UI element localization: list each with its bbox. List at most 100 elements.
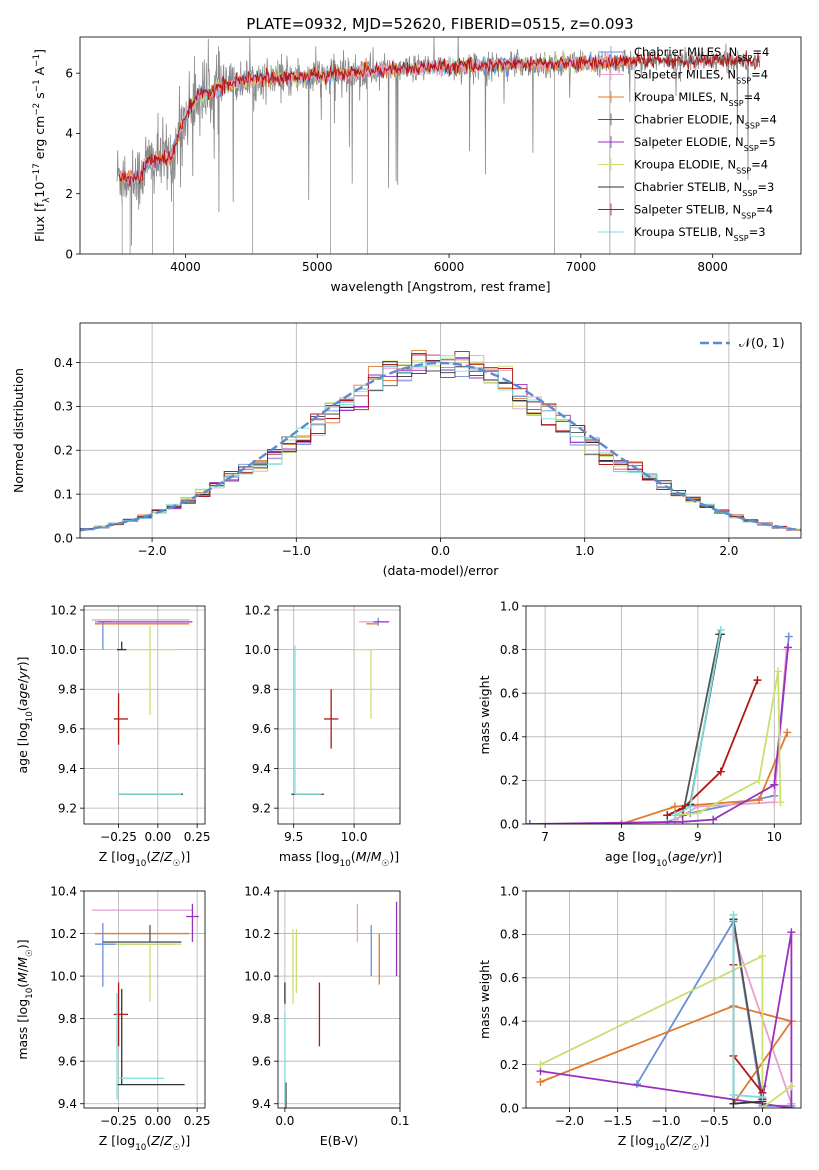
label-part: M (371, 849, 382, 864)
label-part: ☉ (173, 859, 181, 869)
label-part: Chabrier MILES, N (634, 45, 737, 59)
label-part: ( (146, 1133, 151, 1148)
spectrum-xtick-label: 4000 (170, 260, 201, 274)
label-part: Salpeter MILES, N (634, 68, 736, 82)
weight-marker-salp_elodie (787, 1104, 796, 1108)
label-part: 10 (25, 988, 35, 999)
residuals-axes: −2.0 −1.0 0.0 1.0 2.0 0.0 0.1 0.2 0.3 0.4 (data-mo… (11, 322, 802, 578)
weight-line-salp_stelib (666, 679, 759, 817)
weight_vs_z-xtick-label: 0.0 (753, 1114, 772, 1128)
label-part: M (15, 957, 30, 968)
age_vs_mass-xtick-label: 10.0 (341, 830, 368, 844)
legend-normal-label: 𝒩(0, 1) (739, 335, 785, 350)
label-part: −2 (32, 103, 42, 116)
weight_vs_z-xlabel: Z [log10(Z/Z☉)] (618, 1133, 710, 1153)
label-part: A (32, 66, 47, 79)
label-part: Kroupa MILES, N (634, 90, 729, 104)
label-part: SSP (729, 99, 744, 108)
label-part: yr (15, 665, 30, 679)
label-part: ( (15, 983, 30, 988)
label-part: yr (699, 849, 713, 864)
mass_vs_ebv-ytick-label: 9.4 (252, 1097, 271, 1111)
label-part: −1 (32, 79, 42, 92)
age_vs_mass-frame (277, 605, 401, 825)
label-part: / (696, 849, 701, 864)
age_vs_mass-ytick-label: 10.2 (244, 603, 271, 617)
label-part: −17 (32, 163, 42, 181)
label-part: Z (150, 1133, 160, 1148)
age_vs_mass-ytick-label: 9.6 (252, 722, 271, 736)
mass_vs_ebv-ytick-label: 10.4 (244, 884, 271, 898)
weight_vs_z-frame (525, 890, 802, 1109)
weight-marker-krou_elodie (754, 776, 763, 785)
label-part: mass [log (279, 849, 340, 864)
age_vs_z-ylabel: age [log10(age/yr)] (15, 656, 35, 773)
mass_vs_z-ytick-label: 10.2 (50, 927, 77, 941)
weight-marker-salp_elodie (526, 820, 534, 824)
spectrum-xtick-label: 7000 (566, 260, 597, 274)
weight-marker-krou_elodie (536, 1060, 545, 1069)
label-part: Z (163, 1133, 173, 1148)
age_vs_z-ytick-label: 9.4 (58, 762, 77, 776)
mass_vs_z-frame (83, 890, 206, 1109)
label-part: Chabrier ELODIE, N (634, 113, 745, 127)
label-part: −1 (32, 54, 42, 67)
label-part: Kroupa ELODIE, N (634, 158, 736, 172)
label-part: Z [log (99, 849, 135, 864)
label-part: s (32, 92, 47, 103)
mass_vs_z-xtick-label: 0.00 (144, 1114, 171, 1128)
weight_vs_z-ytick-label: 0.2 (500, 1058, 519, 1072)
mass_vs_z-xtick-label: −0.25 (100, 1114, 137, 1128)
age_vs_mass-xlabel: mass [log10(M/M☉)] (279, 849, 399, 869)
label-part: age (672, 849, 696, 864)
label-part: Z (682, 1133, 692, 1148)
label-part: 10 (656, 859, 667, 869)
label-part: Salpeter STELIB, N (634, 203, 741, 217)
residuals-ytick-label: 0.1 (54, 487, 73, 501)
weight-marker-krou_elodie (693, 809, 702, 818)
weight-line-salp_elodie (529, 647, 789, 824)
weight-marker-krou_miles (536, 1077, 545, 1086)
residuals-xtick-label: 2.0 (719, 544, 738, 558)
weight-marker-krou_stelib (670, 811, 679, 820)
label-part: (data-model)/error (383, 563, 500, 578)
spectrum-ytick-label: 4 (65, 127, 73, 141)
weight-line-krou_elodie (540, 954, 792, 1108)
weight_vs_z-plot (536, 910, 796, 1108)
mass_vs_ebv-ytick-label: 10.2 (244, 927, 271, 941)
label-part: SSP (736, 166, 751, 175)
residuals-plot (80, 349, 801, 532)
mass_vs_ebv-axes: 0.0 0.1 9.4 9.6 9.8 10.0 10.2 10.4 E(B-V) (244, 884, 409, 1148)
label-part: Z [log (618, 1133, 654, 1148)
weight-marker-salp_stelib (753, 676, 762, 685)
label-part: )] (712, 849, 722, 864)
label-part: ( (15, 706, 30, 711)
label-part: SSP (736, 76, 751, 85)
spectrum-ytick-label: 6 (65, 66, 73, 80)
weight-marker-krou_stelib (686, 802, 695, 811)
legend-label-chab_stelib: Chabrier STELIB, NSSP=3 (634, 180, 774, 198)
weight-marker-chab_stelib (729, 1099, 738, 1108)
label-part: Z (669, 1133, 679, 1148)
weight_vs_z-ytick-label: 0.8 (500, 928, 519, 942)
mass_vs_ebv-xtick-label: 0.0 (275, 1114, 294, 1128)
mass_vs_ebv-ytick-label: 10.0 (244, 969, 271, 983)
mass_vs_ebv-xlabel: E(B-V) (320, 1133, 359, 1148)
label-part: )] (15, 939, 30, 949)
label-part: =3 (757, 180, 774, 194)
label-part: λ (42, 198, 52, 203)
residuals-ytick-label: 0.0 (54, 531, 73, 545)
label-part: Z (150, 849, 160, 864)
mass_vs_ebv-frame (277, 890, 401, 1109)
age_vs_mass-ytick-label: 10.0 (244, 643, 271, 657)
weight_vs_z-ytick-label: 0.6 (500, 971, 519, 985)
age_vs_z-ytick-label: 9.6 (58, 722, 77, 736)
weight_vs_age-ytick-label: 0.6 (500, 687, 519, 701)
label-part: SSP (744, 144, 759, 153)
weight_vs_age-xtick-label: 9 (694, 830, 702, 844)
label-part: 10 (340, 859, 351, 869)
label-part: SSP (737, 54, 752, 63)
weight_vs_age-xlabel: age [log10(age/yr)] (605, 849, 722, 869)
weight_vs_age-ytick-label: 1.0 (500, 599, 519, 613)
